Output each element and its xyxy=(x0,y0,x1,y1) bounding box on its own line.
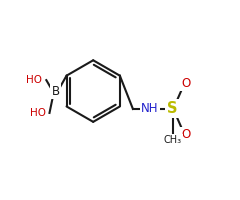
Text: B: B xyxy=(51,85,60,98)
Text: HO: HO xyxy=(30,108,46,118)
Text: S: S xyxy=(167,101,178,116)
Text: HO: HO xyxy=(25,75,42,85)
Text: CH₃: CH₃ xyxy=(164,135,182,145)
Text: NH: NH xyxy=(141,102,159,115)
Text: O: O xyxy=(181,77,190,90)
Text: O: O xyxy=(181,128,190,141)
